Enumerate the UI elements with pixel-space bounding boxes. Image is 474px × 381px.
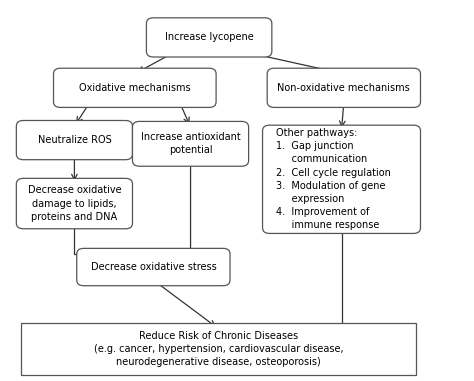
- Text: Oxidative mechanisms: Oxidative mechanisms: [79, 83, 191, 93]
- FancyBboxPatch shape: [132, 122, 248, 166]
- Text: Reduce Risk of Chronic Diseases
(e.g. cancer, hypertension, cardiovascular disea: Reduce Risk of Chronic Diseases (e.g. ca…: [93, 331, 343, 367]
- Text: Neutralize ROS: Neutralize ROS: [37, 135, 111, 145]
- FancyBboxPatch shape: [263, 125, 420, 234]
- FancyBboxPatch shape: [54, 68, 216, 107]
- FancyBboxPatch shape: [267, 68, 420, 107]
- Text: Decrease oxidative
damage to lipids,
proteins and DNA: Decrease oxidative damage to lipids, pro…: [27, 186, 121, 222]
- FancyBboxPatch shape: [146, 18, 272, 57]
- Text: Other pathways:
1.  Gap junction
     communication
2.  Cell cycle regulation
3.: Other pathways: 1. Gap junction communic…: [276, 128, 392, 231]
- Text: Increase antioxidant
potential: Increase antioxidant potential: [141, 132, 240, 155]
- FancyBboxPatch shape: [21, 323, 416, 375]
- Text: Decrease oxidative stress: Decrease oxidative stress: [91, 262, 216, 272]
- FancyBboxPatch shape: [16, 120, 132, 160]
- FancyBboxPatch shape: [16, 178, 132, 229]
- Text: Non-oxidative mechanisms: Non-oxidative mechanisms: [277, 83, 410, 93]
- FancyBboxPatch shape: [77, 248, 230, 286]
- Text: Increase lycopene: Increase lycopene: [165, 32, 254, 42]
